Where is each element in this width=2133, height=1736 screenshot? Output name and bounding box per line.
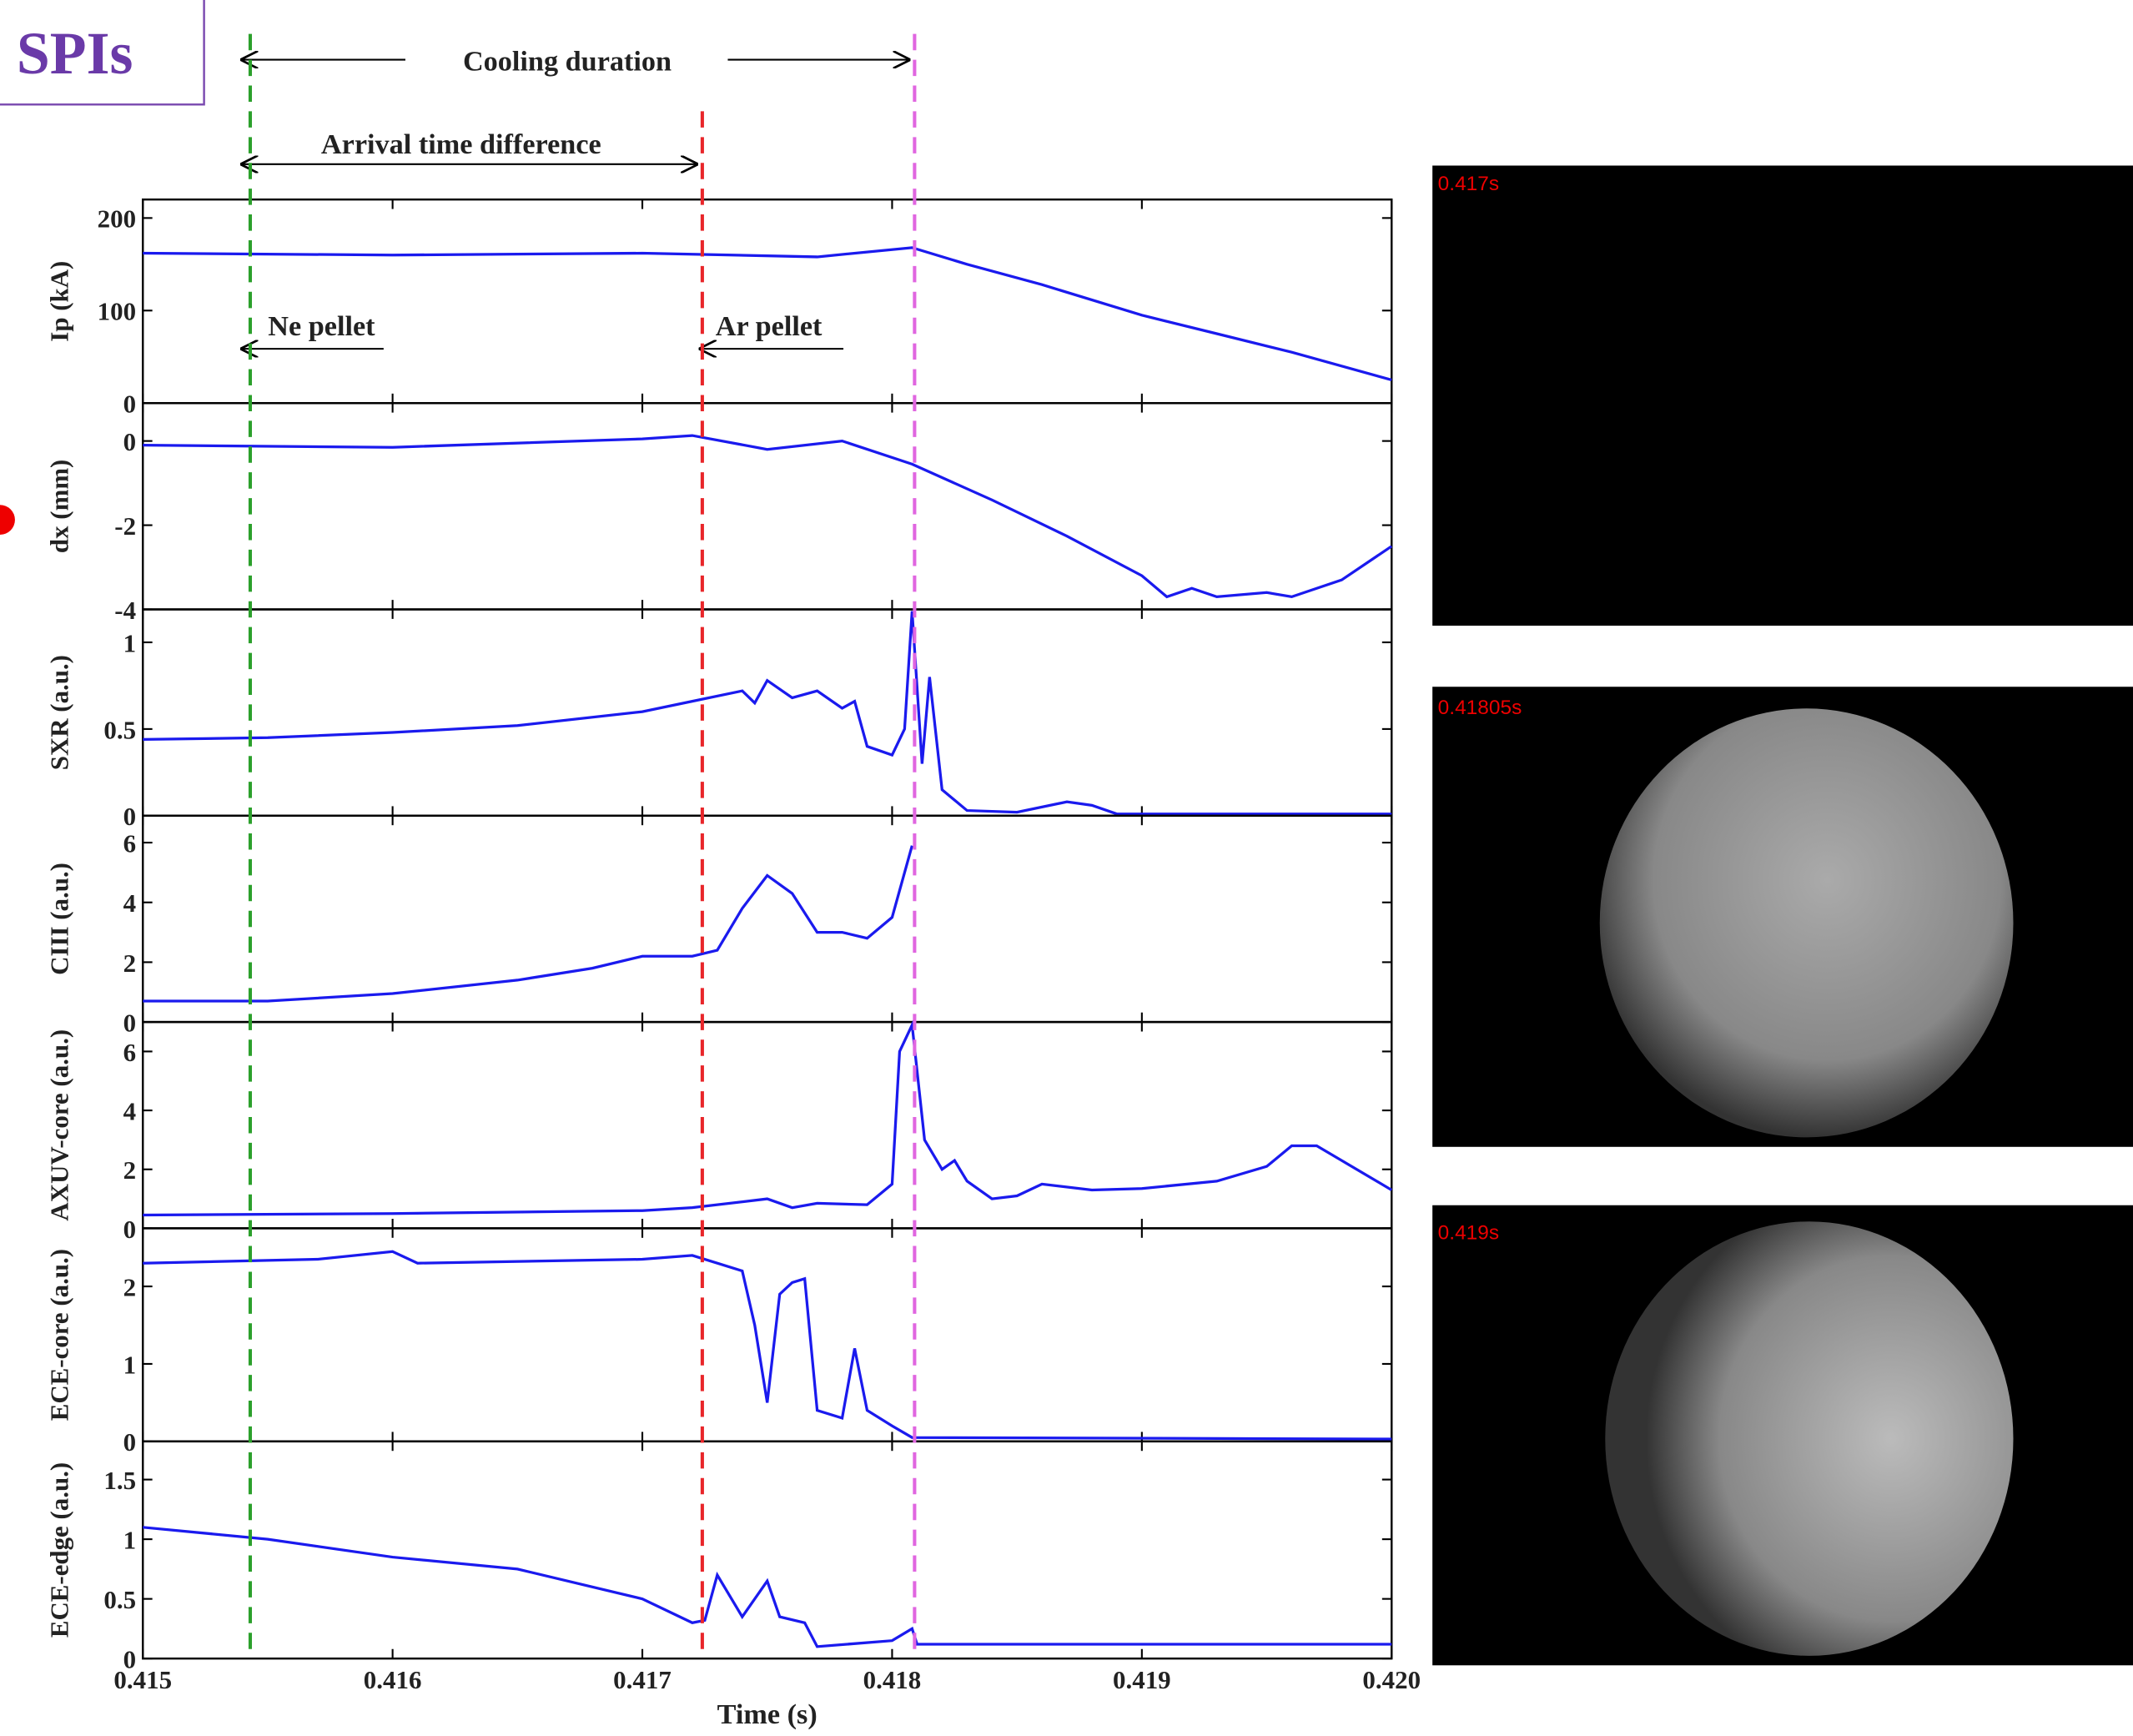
plot-frame: [142, 608, 1393, 818]
y-tick-label: 0.5: [103, 715, 136, 744]
y-tick-label: 0: [123, 390, 136, 419]
y-axis-label: SXR (a.u.): [45, 655, 74, 770]
plasma-glow: [1605, 1221, 2014, 1656]
y-tick-label: 6: [123, 828, 136, 858]
y-axis-label: Ip (kA): [45, 261, 74, 342]
y-axis-label: CIII (a.u.): [45, 863, 74, 975]
x-tick-label: 0.420: [1362, 1665, 1421, 1694]
plot-frame: [142, 814, 1393, 1024]
ar-label: Ar pellet: [716, 311, 823, 342]
x-tick-label: 0.419: [1113, 1665, 1171, 1694]
plasma-glow: [1599, 708, 2014, 1138]
y-tick-label: 1: [123, 628, 136, 657]
y-tick-label: 1: [123, 1350, 136, 1379]
x-tick-label: 0.415: [113, 1665, 172, 1694]
signal-line: [143, 1526, 1392, 1648]
camera-frame: [1432, 165, 2133, 626]
frame-time: 0.417s: [1438, 173, 1499, 195]
y-tick-label: 0: [123, 427, 136, 456]
badge-box: [0, 0, 205, 106]
y-axis-label: ECE-edge (a.u.): [45, 1462, 74, 1638]
y-tick-label: 0.5: [103, 1585, 136, 1614]
y-tick-label: 0: [123, 1427, 136, 1457]
y-tick-label: 1: [123, 1526, 136, 1555]
plot-frame: [142, 401, 1393, 611]
plot-frame: [142, 1020, 1393, 1230]
y-tick-label: 200: [98, 204, 136, 234]
y-tick-label: 6: [123, 1038, 136, 1067]
signal-line: [143, 1019, 1393, 1217]
y-tick-label: 0: [123, 1215, 136, 1244]
red-dot: [0, 505, 15, 536]
y-tick-label: -4: [114, 596, 136, 625]
arrival-label: Arrival time difference: [321, 129, 601, 160]
plot-frame: [142, 198, 1393, 405]
y-tick-label: 0: [123, 802, 136, 831]
y-axis-label: AXUV-core (a.u.): [45, 1029, 74, 1221]
y-tick-label: 2: [123, 1155, 136, 1185]
badge: SPIs: [17, 20, 133, 87]
signal-line: [143, 611, 1392, 816]
y-tick-label: 4: [123, 1097, 136, 1126]
y-tick-label: 0: [123, 1645, 136, 1674]
y-tick-label: 1.5: [103, 1466, 136, 1495]
y-tick-label: -2: [114, 511, 136, 541]
x-tick-label: 0.418: [863, 1665, 922, 1694]
signal-line: [143, 1250, 1392, 1441]
plot-frame: [142, 1227, 1393, 1443]
signal-line: [143, 434, 1393, 599]
y-tick-label: 4: [123, 888, 136, 918]
y-tick-label: 2: [123, 949, 136, 978]
x-tick-label: 0.417: [613, 1665, 672, 1694]
signal-line: [143, 845, 913, 1003]
y-axis-label: ECE-core (a.u.): [45, 1249, 74, 1421]
y-axis-label: dx (mm): [45, 460, 74, 553]
cooling-label: Cooling duration: [463, 47, 672, 78]
x-axis-label: Time (s): [717, 1699, 817, 1730]
plot-frame: [142, 1440, 1393, 1660]
frame-time: 0.419s: [1438, 1221, 1499, 1244]
frame-time: 0.41805s: [1438, 697, 1522, 719]
y-tick-label: 2: [123, 1272, 136, 1301]
ne-label: Ne pellet: [268, 311, 375, 342]
y-tick-label: 100: [98, 297, 136, 326]
x-tick-label: 0.416: [364, 1665, 422, 1694]
y-tick-label: 0: [123, 1009, 136, 1038]
signal-line: [143, 246, 1392, 382]
